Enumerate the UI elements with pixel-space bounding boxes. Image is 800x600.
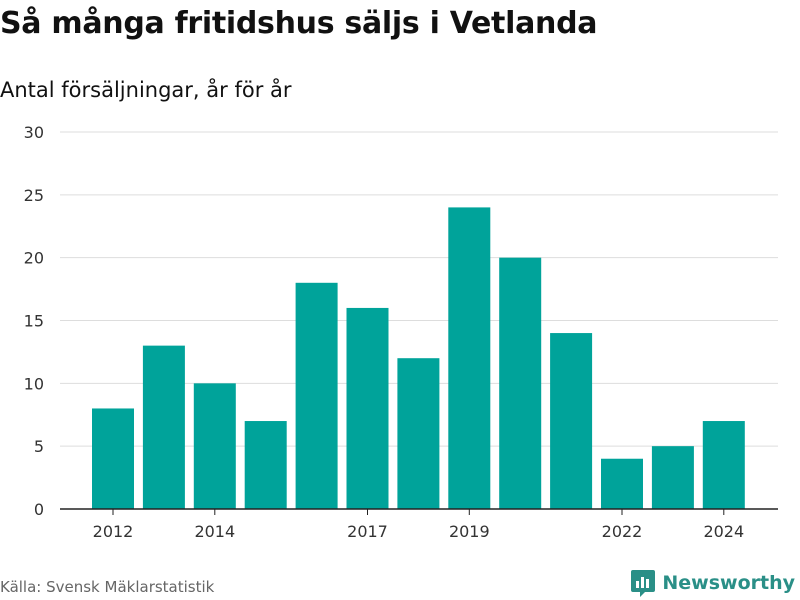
y-tick-label: 20 [24, 249, 44, 268]
bar-2024 [702, 421, 745, 509]
bar-chart: 0 5 10 15 20 25 30 2012 2014 2017 2019 2022 2024 [24, 123, 778, 541]
bar-2019 [448, 207, 491, 509]
bar-2016 [295, 282, 338, 509]
x-tick-label: 2019 [449, 522, 490, 541]
bar-2014 [193, 383, 236, 509]
bar-2017 [346, 307, 389, 509]
x-tick-label: 2014 [194, 522, 235, 541]
bar-2022 [601, 458, 643, 509]
y-tick-label: 0 [34, 500, 44, 519]
newsworthy-logo-icon [631, 570, 656, 597]
x-ticks [112, 509, 725, 515]
brand-logo: Newsworthy [630, 568, 795, 598]
bar-2015 [244, 421, 287, 509]
y-tick-label: 30 [24, 123, 44, 142]
bars [92, 207, 745, 509]
bar-2023 [651, 446, 694, 509]
x-tick-label: 2012 [93, 522, 134, 541]
bar-2021 [550, 333, 593, 509]
chart-subtitle: Antal försäljningar, år för år [0, 78, 292, 102]
y-tick-label: 5 [34, 437, 44, 456]
bar-2013 [142, 345, 185, 509]
source-note: Källa: Svensk Mäklarstatistik [0, 578, 215, 596]
x-tick-label: 2024 [703, 522, 744, 541]
x-tick-label: 2017 [347, 522, 388, 541]
bar-2012 [92, 408, 134, 509]
y-tick-label: 15 [24, 312, 44, 331]
brand-name: Newsworthy [662, 572, 795, 594]
bar-2020 [499, 257, 542, 509]
x-tick-label: 2022 [602, 522, 643, 541]
y-tick-label: 25 [24, 186, 44, 205]
chart-title: Så många fritidshus säljs i Vetlanda [0, 6, 598, 41]
bar-2018 [397, 358, 440, 509]
y-tick-labels: 0 5 10 15 20 25 30 [24, 123, 44, 519]
y-tick-label: 10 [24, 374, 44, 393]
x-tick-labels: 2012 2014 2017 2019 2022 2024 [93, 522, 745, 541]
